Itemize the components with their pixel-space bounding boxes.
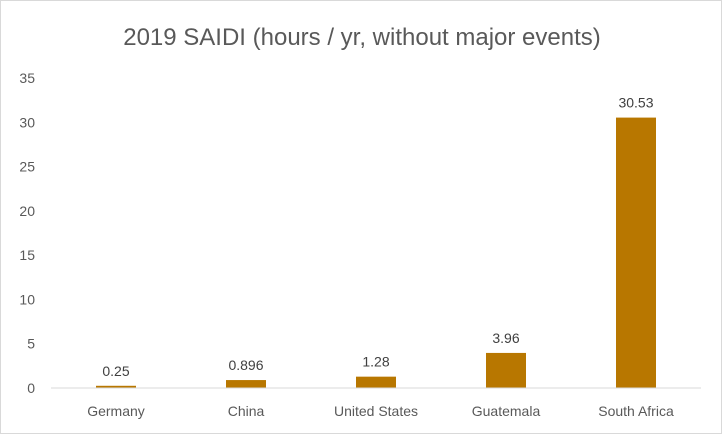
y-tick-label: 35	[19, 70, 35, 86]
x-axis: Germany China United States Guatemala South …	[51, 387, 701, 419]
data-label: 0.896	[228, 357, 263, 373]
x-category-label: Guatemala	[472, 403, 541, 419]
bar	[226, 380, 266, 388]
x-category-label: United States	[334, 403, 418, 419]
data-label: 0.25	[102, 363, 129, 379]
data-labels: 0.25 0.896 1.28 3.96 30.53	[102, 95, 653, 379]
y-tick-label: 15	[19, 247, 35, 263]
y-tick-label: 0	[27, 380, 35, 396]
y-tick-label: 10	[19, 291, 35, 307]
bar	[356, 376, 396, 388]
chart-title: 2019 SAIDI (hours / yr, without major ev…	[123, 24, 601, 51]
bar	[486, 352, 526, 388]
data-label: 1.28	[362, 354, 389, 370]
data-label: 30.53	[618, 95, 653, 111]
data-label: 3.96	[492, 330, 519, 346]
bars	[96, 117, 656, 388]
x-category-label: South Africa	[598, 403, 674, 419]
y-tick-label: 30	[19, 114, 35, 130]
bar	[96, 385, 136, 388]
y-tick-label: 25	[19, 159, 35, 175]
x-category-label: China	[228, 403, 265, 419]
bar	[616, 117, 656, 388]
x-category-label: Germany	[87, 403, 145, 419]
y-tick-label: 5	[27, 336, 35, 352]
y-axis: 0 5 10 15 20 25 30 35	[19, 70, 35, 396]
y-tick-label: 20	[19, 203, 35, 219]
